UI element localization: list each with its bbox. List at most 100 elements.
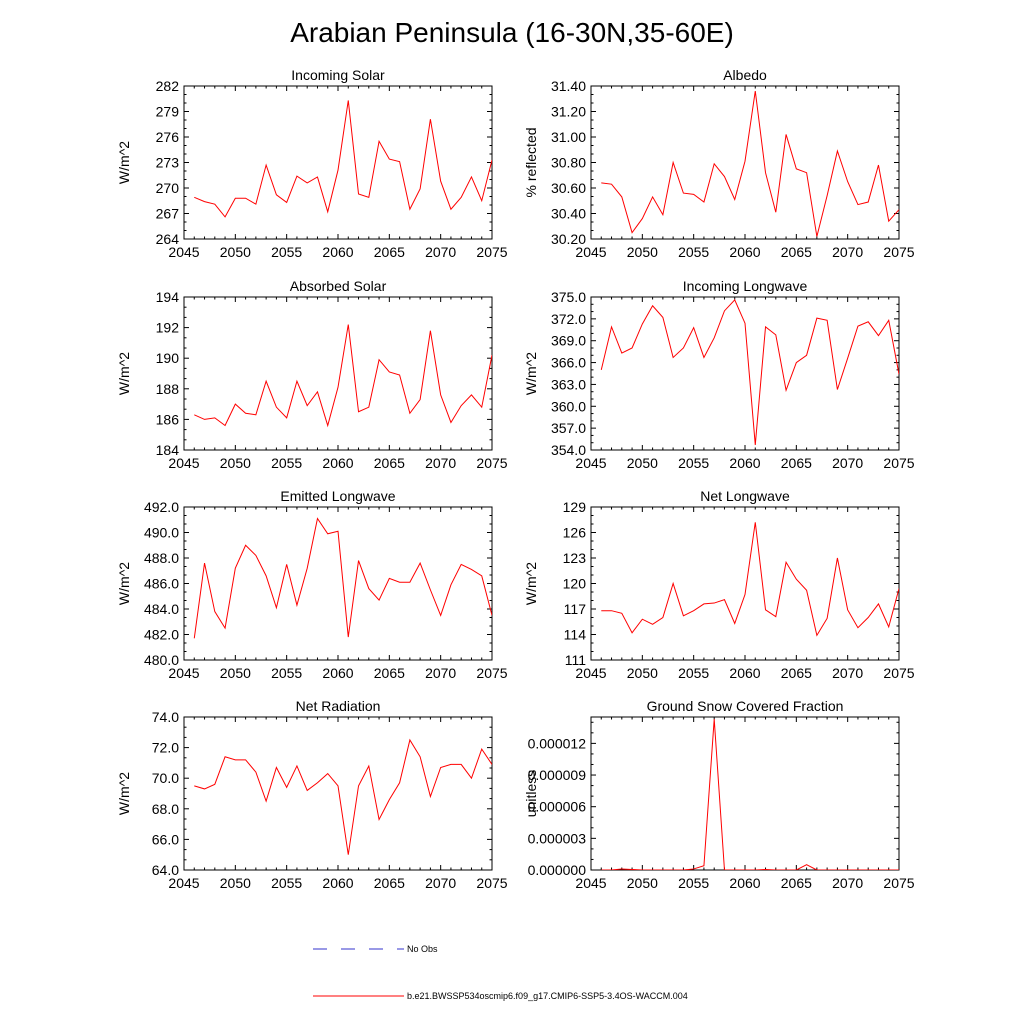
data-point: [621, 868, 622, 869]
chart-panel-5: Emitted Longwave W/m^2 2045 2050 2055 2060 206…: [116, 488, 508, 681]
data-point: [317, 391, 318, 392]
x-tick-label: 2045: [575, 244, 606, 260]
y-tick-label: 30.20: [551, 231, 586, 247]
data-point: [611, 326, 612, 327]
data-point: [276, 767, 277, 768]
y-tick-label: 194: [156, 289, 180, 305]
y-tick-label: 31.20: [551, 104, 586, 120]
data-point: [631, 347, 632, 348]
data-point: [358, 785, 359, 786]
data-point: [194, 414, 195, 415]
data-point: [481, 749, 482, 750]
data-point: [337, 170, 338, 171]
data-point: [430, 796, 431, 797]
data-point: [307, 405, 308, 406]
y-tick-label: 30.80: [551, 155, 586, 171]
data-point: [631, 632, 632, 633]
x-tick-label: 2075: [476, 244, 507, 260]
data-point: [827, 618, 828, 619]
x-tick-label: 2055: [678, 875, 709, 891]
data-point: [471, 394, 472, 395]
series-line: [601, 91, 899, 237]
x-tick-label: 2045: [575, 455, 606, 471]
data-point: [631, 232, 632, 233]
data-point: [420, 563, 421, 564]
data-point: [440, 615, 441, 616]
data-point: [255, 414, 256, 415]
data-point: [420, 188, 421, 189]
data-point: [878, 335, 879, 336]
data-point: [744, 161, 745, 162]
data-point: [286, 202, 287, 203]
chart-title: Incoming Solar: [291, 67, 385, 83]
data-point: [358, 193, 359, 194]
data-point: [703, 865, 704, 866]
data-point: [703, 357, 704, 358]
data-point: [399, 782, 400, 783]
data-point: [266, 575, 267, 576]
data-point: [806, 355, 807, 356]
data-point: [307, 790, 308, 791]
data-point: [785, 134, 786, 135]
x-tick-label: 2050: [627, 244, 658, 260]
x-tick-label: 2075: [883, 455, 914, 471]
data-point: [286, 787, 287, 788]
data-point: [389, 371, 390, 372]
y-tick-label: 270: [156, 180, 180, 196]
y-tick-label: 0.000003: [528, 830, 587, 846]
x-tick-label: 2045: [575, 875, 606, 891]
x-tick-label: 2075: [476, 455, 507, 471]
data-point: [847, 609, 848, 610]
data-point: [785, 390, 786, 391]
y-axis-label: W/m^2: [116, 772, 132, 815]
data-point: [409, 739, 410, 740]
plot-frame: [183, 85, 493, 240]
y-tick-label: 117: [564, 601, 587, 617]
x-tick-label: 2055: [271, 244, 302, 260]
data-point: [642, 323, 643, 324]
y-tick-label: 273: [156, 155, 180, 171]
x-tick-label: 2075: [476, 875, 507, 891]
data-point: [601, 369, 602, 370]
x-tick-label: 2055: [678, 665, 709, 681]
x-tick-label: 2065: [374, 244, 405, 260]
data-point: [296, 381, 297, 382]
x-tick-label: 2055: [271, 875, 302, 891]
data-point: [389, 578, 390, 579]
data-point: [235, 759, 236, 760]
x-tick-label: 2050: [220, 244, 251, 260]
data-point: [348, 636, 349, 637]
data-point: [693, 327, 694, 328]
x-tick-label: 2065: [781, 455, 812, 471]
y-tick-label: 282: [156, 78, 180, 94]
data-point: [245, 198, 246, 199]
data-point: [368, 765, 369, 766]
data-point: [611, 610, 612, 611]
data-point: [611, 184, 612, 185]
y-tick-label: 360.0: [551, 398, 586, 414]
data-point: [368, 588, 369, 589]
data-point: [744, 594, 745, 595]
y-tick-label: 30.60: [551, 180, 586, 196]
plot-frame: [183, 506, 493, 661]
data-point: [399, 374, 400, 375]
plot-frame: [183, 716, 493, 871]
data-point: [837, 389, 838, 390]
x-tick-label: 2055: [678, 455, 709, 471]
y-tick-label: 114: [564, 627, 587, 643]
data-point: [235, 568, 236, 569]
data-point: [204, 419, 205, 420]
chart-title: Albedo: [723, 67, 767, 83]
data-point: [276, 607, 277, 608]
series-line: [601, 522, 899, 637]
data-point: [399, 582, 400, 583]
y-tick-label: 72.0: [152, 740, 179, 756]
data-point: [214, 204, 215, 205]
data-point: [703, 603, 704, 604]
chart-title: Incoming Longwave: [683, 278, 808, 294]
y-tick-label: 375.0: [551, 289, 586, 305]
data-point: [765, 609, 766, 610]
data-point: [378, 359, 379, 360]
x-tick-label: 2055: [271, 455, 302, 471]
